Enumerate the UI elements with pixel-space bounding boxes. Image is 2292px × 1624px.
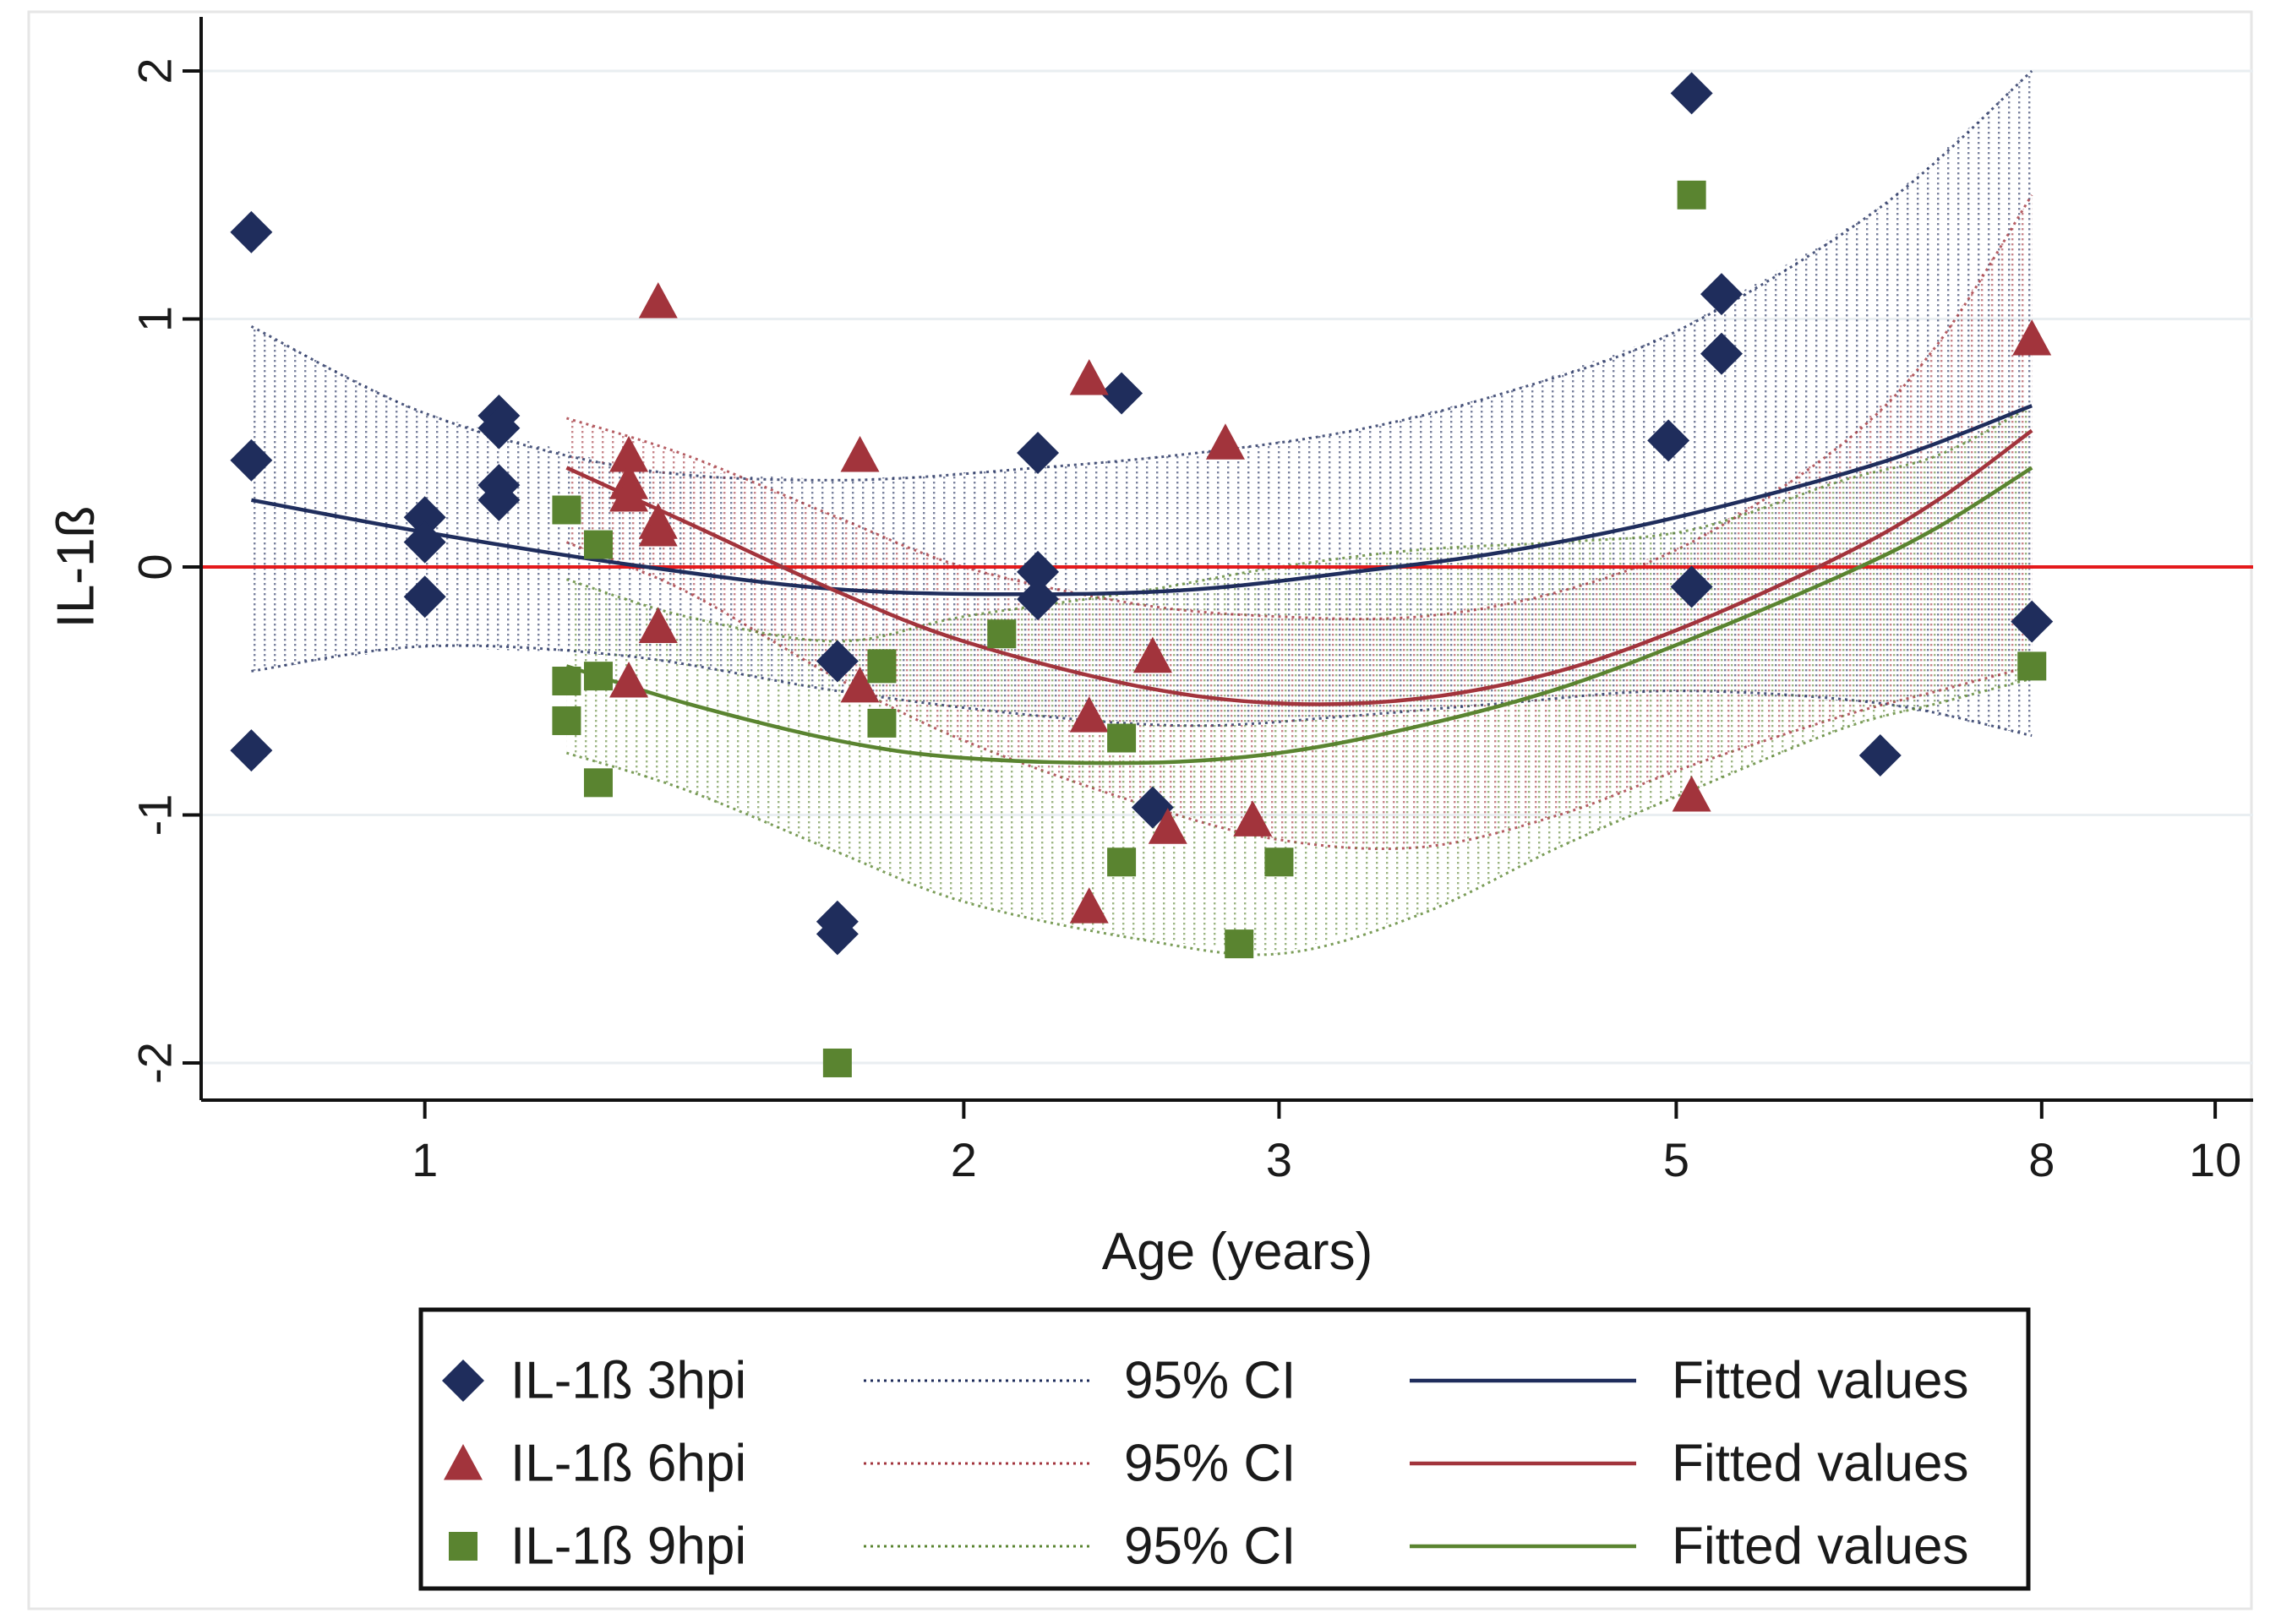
data-point [1858, 734, 1902, 777]
data-point [1132, 636, 1172, 673]
data-point [2011, 600, 2054, 643]
y-tick-label: 0 [128, 553, 182, 580]
legend-series-label: IL-1ß 3hpi [510, 1352, 746, 1410]
ci-upper-line [250, 69, 2033, 482]
data-point [1647, 419, 1690, 462]
legend-marker [444, 1444, 483, 1480]
legend-series-label: IL-1ß 9hpi [510, 1518, 746, 1576]
legend-series-label: IL-1ß 6hpi [510, 1435, 746, 1493]
data-point [1017, 431, 1060, 474]
data-point [583, 662, 613, 691]
ci-lower-line [565, 677, 2033, 956]
data-point [638, 281, 678, 319]
fitted-lines [250, 404, 2033, 766]
legend-fit-label: Fitted values [1672, 1435, 1969, 1493]
data-point [1017, 578, 1060, 621]
data-point [816, 913, 859, 956]
data-point [867, 708, 897, 738]
data-point [1233, 800, 1273, 837]
legend-fit-label: Fitted values [1672, 1352, 1969, 1410]
x-tick-label: 8 [2028, 1133, 2055, 1186]
data-point [609, 435, 649, 472]
confidence-bands [250, 69, 2033, 956]
data-point [2012, 319, 2052, 356]
data-point [1017, 550, 1060, 593]
ci-upper-line [565, 404, 2033, 643]
fitted-line [565, 466, 2033, 766]
data-point [1148, 808, 1187, 844]
y-tick-label: -1 [128, 794, 182, 837]
data-point [230, 439, 273, 482]
y-tick-label: 2 [128, 57, 182, 84]
data-point [552, 667, 581, 696]
fitted-line [565, 428, 2033, 706]
data-point [1264, 847, 1294, 877]
data-point [552, 495, 581, 525]
data-point [609, 475, 649, 512]
data-point [1677, 180, 1706, 210]
ci-band [566, 406, 2033, 954]
legend-ci-label: 95% CI [1124, 1352, 1296, 1410]
data-point [1107, 723, 1137, 753]
data-point [583, 530, 613, 559]
fitted-line [250, 404, 2033, 597]
data-point [867, 654, 897, 684]
data-points [230, 72, 2054, 1077]
x-axis-title: Age (years) [1102, 1223, 1372, 1281]
data-point [1700, 332, 1744, 375]
data-point [2017, 651, 2047, 681]
data-point [403, 575, 446, 619]
data-point [1672, 776, 1711, 812]
data-point [987, 619, 1017, 649]
x-tick-label: 1 [412, 1133, 438, 1186]
data-point [638, 510, 678, 547]
data-point [583, 768, 613, 798]
legend-fit-label: Fitted values [1672, 1518, 1969, 1576]
outer-frame [27, 10, 2253, 1610]
x-tick-label: 3 [1266, 1133, 1292, 1186]
data-point [1069, 696, 1109, 733]
data-point [638, 607, 678, 643]
data-point [1069, 358, 1109, 395]
legend-ci-label: 95% CI [1124, 1518, 1296, 1576]
data-point [1205, 423, 1245, 460]
data-point [230, 729, 273, 772]
x-tick-label: 5 [1663, 1133, 1689, 1186]
data-point [403, 496, 446, 539]
data-point [478, 478, 521, 521]
x-tick-label: 2 [951, 1133, 977, 1186]
data-point [552, 706, 581, 735]
data-point [609, 662, 649, 698]
x-tick-label: 10 [2189, 1133, 2241, 1186]
legend-marker [442, 1360, 484, 1402]
data-point [816, 640, 859, 683]
legend-ci-label: 95% CI [1124, 1435, 1296, 1493]
data-point [1670, 565, 1713, 608]
axes: -2 -1 0 1 2 1 2 3 5 8 10 Age (years) IL-1ß [47, 17, 2253, 1281]
data-point [1670, 72, 1713, 115]
data-point [1700, 273, 1744, 316]
data-point [840, 435, 880, 472]
y-tick-label: 1 [128, 306, 182, 332]
legend-box [418, 1307, 2031, 1591]
y-axis-title: IL-1ß [47, 506, 106, 629]
data-point [1107, 847, 1137, 877]
data-point [1069, 887, 1109, 924]
legend: IL-1ß 3hpi 95% CI Fitted values IL-1ß 6hpi 9… [418, 1307, 2031, 1591]
data-point [1225, 929, 1254, 959]
data-point [822, 1048, 852, 1077]
data-point [230, 210, 273, 253]
y-tick-label: -2 [128, 1042, 182, 1084]
legend-marker [449, 1532, 478, 1561]
data-point [403, 520, 446, 564]
data-point [840, 666, 880, 703]
data-point [1100, 372, 1143, 415]
data-point [478, 406, 521, 450]
